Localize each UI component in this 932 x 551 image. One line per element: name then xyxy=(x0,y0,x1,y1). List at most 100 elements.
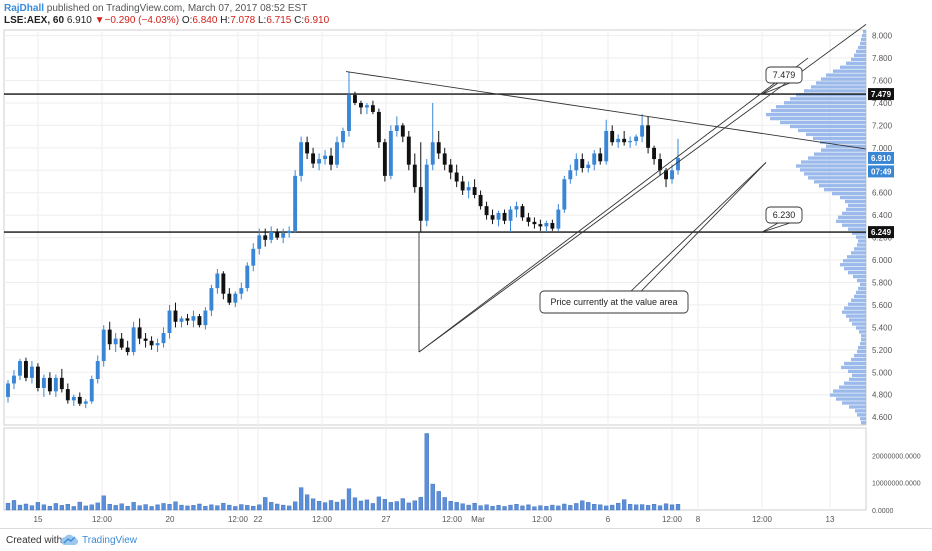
volume-bar xyxy=(466,504,471,511)
trendline xyxy=(345,71,867,150)
callout-pointer xyxy=(619,162,767,314)
x-tick-label: 15 xyxy=(34,515,43,524)
candle-body xyxy=(233,293,238,303)
candle-body xyxy=(622,138,627,143)
volume-bar xyxy=(41,504,47,511)
candle-body xyxy=(526,217,531,222)
volume-bar xyxy=(23,503,29,511)
change-down-icon: ▼ xyxy=(94,15,105,26)
y-tick-label: 5.600 xyxy=(872,301,893,310)
volume-bar xyxy=(328,500,334,511)
volume-bar xyxy=(472,502,477,511)
candle-body xyxy=(394,125,399,131)
profile-bar xyxy=(784,101,866,105)
high-value: 7.078 xyxy=(230,15,256,26)
candle-body xyxy=(299,142,304,176)
profile-bar xyxy=(804,89,866,93)
profile-bar xyxy=(842,211,866,216)
price-tag-label: 6.910 xyxy=(871,154,892,163)
profile-bar xyxy=(833,69,866,73)
author-name[interactable]: RajDhall xyxy=(4,3,45,14)
publish-line: RajDhall published on TradingView.com, M… xyxy=(4,3,307,14)
trendline xyxy=(418,57,809,353)
candle-body xyxy=(47,377,52,392)
price-tag-box xyxy=(868,151,894,164)
volume-bar xyxy=(627,504,633,511)
candle-body xyxy=(77,396,82,404)
candle-body xyxy=(580,159,585,169)
volume-bars xyxy=(5,433,681,511)
candle-body xyxy=(514,206,519,210)
profile-bar xyxy=(854,294,866,298)
candle-body xyxy=(59,377,64,390)
y-tick-label: 5.200 xyxy=(872,346,893,355)
volume-bar xyxy=(119,503,124,511)
candle-body xyxy=(215,273,220,289)
volume-bar xyxy=(179,504,184,511)
candle-body xyxy=(269,231,274,240)
candle-body xyxy=(370,105,375,112)
x-tick-label: 12:00 xyxy=(442,515,463,524)
volume-bar xyxy=(77,501,82,511)
volume-bar xyxy=(448,501,453,511)
low-label: L: xyxy=(258,15,267,26)
volume-bar xyxy=(292,501,298,511)
candle-body xyxy=(664,170,668,180)
tradingview-brand[interactable]: TradingView xyxy=(82,535,138,546)
callout-upper-level: 7.479 xyxy=(761,66,803,95)
profile-bar xyxy=(856,326,866,330)
close-label: C: xyxy=(294,15,305,26)
candle-body xyxy=(305,142,310,154)
open-label: O: xyxy=(181,15,193,26)
profile-bar xyxy=(860,342,866,346)
y-tick-label: 5.000 xyxy=(872,368,893,377)
profile-bar xyxy=(861,421,866,425)
callout-pointer xyxy=(761,222,779,233)
profile-bar xyxy=(852,322,866,326)
candle-body xyxy=(400,125,405,137)
candle-body xyxy=(18,361,22,376)
profile-bar xyxy=(844,381,866,385)
y-tick-label: 4.800 xyxy=(872,391,893,400)
candle-body xyxy=(263,235,268,240)
volume-bar xyxy=(95,502,100,511)
candle-body xyxy=(329,155,333,165)
volume-profile xyxy=(766,30,866,425)
volume-bar xyxy=(598,504,603,511)
candle-body xyxy=(95,361,100,379)
candle-body xyxy=(227,293,232,303)
profile-bar xyxy=(845,199,866,204)
footer: Created with TradingView xyxy=(0,528,932,551)
price-chart[interactable]: 8.0007.8007.6007.4007.2007.0006.8006.600… xyxy=(0,0,932,528)
y-tick-label: 6.600 xyxy=(872,189,893,198)
profile-bar xyxy=(842,310,866,314)
volume-tick-label: 20000000.0000 xyxy=(872,453,921,460)
candle-body xyxy=(562,179,567,210)
volume-bar xyxy=(610,504,615,511)
candle-body xyxy=(281,233,286,238)
tradingview-cloud-icon xyxy=(61,534,79,545)
candle-body xyxy=(173,310,178,322)
price-tag-label: 6.249 xyxy=(871,228,892,237)
volume-bar xyxy=(233,506,238,511)
profile-bar xyxy=(853,274,866,279)
callout-text: 6.230 xyxy=(773,210,796,220)
volume-bar xyxy=(191,505,196,511)
callout-text: 7.479 xyxy=(773,70,796,80)
candle-body xyxy=(376,111,381,143)
profile-bar xyxy=(848,302,866,306)
profile-bar xyxy=(814,180,866,184)
volume-bar xyxy=(520,505,525,511)
candle-body xyxy=(466,187,471,191)
callout-pointer xyxy=(761,82,791,95)
y-tick-label: 6.000 xyxy=(872,256,893,265)
profile-bar xyxy=(847,255,866,259)
last-price: 6.910 xyxy=(66,15,92,26)
price-tag-box xyxy=(868,226,894,239)
candle-body xyxy=(406,136,411,165)
profile-bar xyxy=(840,195,866,200)
candle-body xyxy=(496,212,501,220)
candle-body xyxy=(550,223,555,229)
volume-bar xyxy=(484,504,489,511)
candle-body xyxy=(628,141,633,143)
